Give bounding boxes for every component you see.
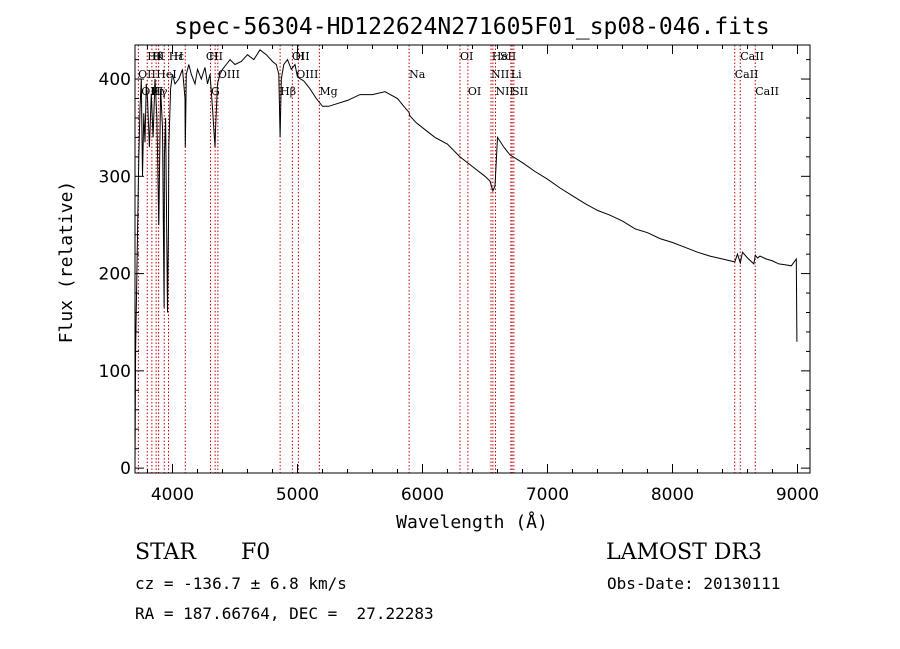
redshift-velocity: cz = -136.7 ± 6.8 km/s bbox=[135, 574, 347, 593]
line-label: OI bbox=[460, 50, 473, 63]
line-label: Li bbox=[511, 68, 522, 81]
x-tick-label: 7000 bbox=[526, 485, 569, 505]
line-label: Hβ bbox=[280, 85, 296, 98]
y-tick-label: 300 bbox=[99, 167, 131, 187]
line-label: Hα bbox=[492, 50, 510, 63]
line-label: H bbox=[152, 50, 162, 63]
line-label: Hγ bbox=[151, 85, 168, 98]
x-axis-label: Wavelength (Å) bbox=[396, 511, 548, 533]
observation-date: Obs-Date: 20130111 bbox=[607, 574, 781, 593]
plot-frame bbox=[134, 44, 811, 474]
line-label: SII bbox=[512, 85, 528, 98]
y-tick-label: 200 bbox=[99, 265, 131, 285]
line-label: Na bbox=[409, 68, 426, 81]
x-tick-label: 5000 bbox=[276, 485, 319, 505]
sky-coordinates: RA = 187.66764, DEC = 27.22283 bbox=[135, 604, 434, 623]
line-label: H bbox=[174, 50, 184, 63]
y-axis-label: Flux (relative) bbox=[56, 181, 77, 344]
y-tick-label: 0 bbox=[120, 459, 131, 479]
x-tick-label: 4000 bbox=[151, 485, 194, 505]
line-label: Hθ bbox=[147, 50, 164, 63]
spectrum-line bbox=[134, 49, 798, 469]
line-label: SII bbox=[500, 50, 516, 63]
line-label: OII bbox=[138, 68, 156, 81]
object-class: STAR bbox=[135, 540, 196, 565]
object-subclass: F0 bbox=[241, 540, 271, 565]
line-label: OIII bbox=[296, 68, 318, 81]
line-label: K bbox=[156, 50, 165, 63]
line-label: H bbox=[209, 50, 219, 63]
line-label: Mg bbox=[319, 85, 337, 98]
emission-line-markers bbox=[137, 45, 756, 473]
x-axis: 4000 5000 6000 7000 8000 9000 bbox=[147, 45, 819, 505]
y-tick-label: 100 bbox=[99, 362, 131, 382]
line-label: G bbox=[211, 85, 220, 98]
y-tick-label: 400 bbox=[99, 70, 131, 90]
y-axis: 0 100 200 300 400 bbox=[99, 59, 810, 479]
x-tick-label: 6000 bbox=[401, 485, 444, 505]
line-label: NII bbox=[496, 85, 514, 98]
chart-title: spec-56304-HD122624N271605F01_sp08-046.f… bbox=[174, 14, 769, 40]
survey-name: LAMOST DR3 bbox=[606, 540, 762, 565]
line-label: CII bbox=[206, 50, 223, 63]
line-label: OIII bbox=[218, 68, 240, 81]
line-label: NII bbox=[491, 68, 509, 81]
line-label: CaII bbox=[755, 85, 779, 98]
line-label: CaII bbox=[735, 68, 759, 81]
line-label: OI bbox=[468, 85, 481, 98]
line-label: CaII bbox=[740, 50, 764, 63]
line-label: OII bbox=[292, 50, 310, 63]
x-tick-label: 8000 bbox=[651, 485, 694, 505]
x-tick-label: 9000 bbox=[776, 485, 819, 505]
line-label: H bbox=[295, 50, 305, 63]
